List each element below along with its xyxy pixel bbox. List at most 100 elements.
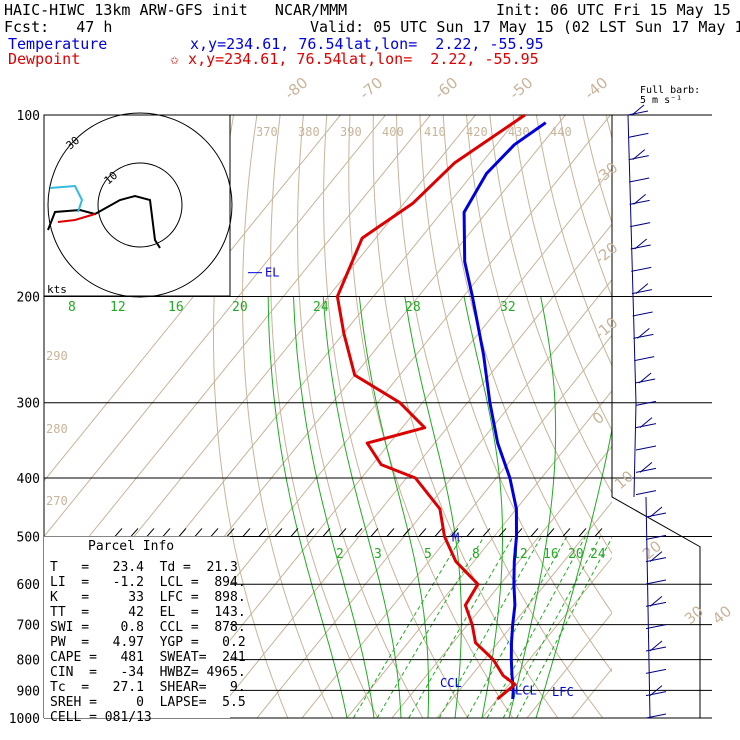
freezing-hatch xyxy=(578,528,587,537)
pressure-tick-label: 200 xyxy=(17,291,40,306)
freezing-hatch xyxy=(178,528,187,537)
dewpoint-trace xyxy=(335,113,526,701)
parcel-info-row: TT = 42 EL = 143. xyxy=(50,605,246,620)
hodograph-ring-30 xyxy=(47,112,233,298)
isotherm-label: 0 xyxy=(589,408,608,428)
freezing-hatch xyxy=(370,528,379,537)
parcel-info-row: PW = 4.97 YGP = 0.2 xyxy=(50,635,246,650)
theta-label: 270 xyxy=(46,494,68,508)
pressure-tick-label: 700 xyxy=(17,619,40,634)
isotherm-line xyxy=(346,390,612,718)
mixing-ratio-label: 2 xyxy=(336,547,344,562)
wind-barb xyxy=(645,691,667,697)
dry-adiabat xyxy=(723,115,740,718)
mixing-ratio-label: 12 xyxy=(110,300,126,315)
isotherm-line xyxy=(44,115,341,482)
wind-barb xyxy=(645,646,667,652)
mixing-ratio-label: 5 xyxy=(424,547,432,562)
wind-barb-flag xyxy=(638,372,652,384)
theta-label: 290 xyxy=(46,349,68,363)
wind-barb xyxy=(645,601,667,607)
freezing-hatch xyxy=(274,528,283,537)
dry-adiabat xyxy=(466,115,612,555)
isotherm-label: -70 xyxy=(356,74,386,104)
hodograph-ring-10 xyxy=(97,162,183,248)
parcel-info-box xyxy=(44,536,230,718)
freezing-hatch xyxy=(418,528,427,537)
freezing-hatch xyxy=(434,528,443,537)
barb-staff xyxy=(633,402,637,497)
wind-barb-flag xyxy=(634,238,647,250)
pressure-tick-label: 1000 xyxy=(9,712,40,727)
hodograph-trace-high xyxy=(49,184,84,213)
pressure-tick-label: 100 xyxy=(17,109,40,124)
parcel-info-row: LI = -1.2 LCL = 894. xyxy=(50,575,246,590)
wind-barb-flag xyxy=(649,595,663,607)
temperature-label: Temperature xyxy=(8,35,108,53)
wind-barb-flag xyxy=(637,327,650,339)
mixing-ratio-line xyxy=(352,536,463,718)
theta-label: 370 xyxy=(256,125,278,139)
pressure-tick-label: 500 xyxy=(17,530,40,545)
moist-adiabat xyxy=(404,296,462,718)
dewpoint-label: Dewpoint xyxy=(8,50,81,68)
wind-barb-flag xyxy=(649,506,663,518)
dry-adiabat xyxy=(630,115,740,718)
dry-adiabat xyxy=(372,115,559,718)
wind-barb-flag xyxy=(649,685,663,697)
freezing-hatch xyxy=(130,528,139,537)
wind-barb xyxy=(645,579,667,585)
dry-adiabat xyxy=(653,115,740,718)
dry-adiabat xyxy=(213,115,289,718)
wind-barb-flag xyxy=(639,417,653,429)
theta-label: 280 xyxy=(46,422,68,436)
freezing-hatch xyxy=(146,528,155,537)
mixing-ratio-line xyxy=(516,536,612,718)
freezing-hatch xyxy=(386,528,395,537)
hodograph-trace xyxy=(47,194,161,249)
isotherm-label: -60 xyxy=(431,74,461,104)
wind-barb xyxy=(645,557,667,563)
wind-barb xyxy=(631,266,652,272)
isotherm-label: -20 xyxy=(591,239,621,269)
isotherm-label: -50 xyxy=(506,74,536,104)
wind-barb xyxy=(635,423,657,429)
dry-adiabat xyxy=(442,115,612,614)
dewpoint-latlon: lat,lon= 2.22, -55.95 xyxy=(340,50,539,68)
wind-barb-flag xyxy=(639,461,653,473)
theta-label: 430 xyxy=(508,125,530,139)
moist-adiabat xyxy=(358,296,430,718)
isotherm-label: -80 xyxy=(281,74,311,104)
dry-adiabat xyxy=(489,115,612,494)
theta-label: 400 xyxy=(382,125,404,139)
isotherm-label: 20 xyxy=(639,537,665,563)
barb-staff xyxy=(627,114,637,403)
parcel-info-row: CAPE = 481 SWEAT= 241 xyxy=(50,650,246,665)
wind-barb-flag xyxy=(649,551,663,563)
mixing-ratio-label: 16 xyxy=(168,300,184,315)
freezing-hatch xyxy=(482,528,491,537)
isotherm-label: -30 xyxy=(591,159,621,189)
wind-barb xyxy=(629,199,650,205)
theta-label: 380 xyxy=(298,125,320,139)
hodograph-box xyxy=(43,114,231,297)
freezing-hatch xyxy=(114,528,123,537)
hodograph-trace-low xyxy=(57,213,96,223)
wind-barb xyxy=(635,378,656,384)
temperature-latlon: lat,lon= 2.22, -55.95 xyxy=(345,35,544,53)
wind-barb xyxy=(633,333,654,339)
wind-barb xyxy=(631,289,653,295)
theta-label: 420 xyxy=(466,125,488,139)
wind-barb xyxy=(645,512,667,518)
freezing-hatch xyxy=(306,528,315,537)
freezing-hatch xyxy=(530,528,539,537)
freezing-hatch xyxy=(338,528,347,537)
freezing-hatch xyxy=(546,528,555,537)
dry-adiabat xyxy=(676,115,740,718)
m-label: M xyxy=(452,530,459,544)
parcel-info-row: K = 33 LFC = 898. xyxy=(50,590,246,605)
parcel-info-row: CIN = -34 HWBZ= 4965. xyxy=(50,665,246,680)
wind-barb-flag xyxy=(633,193,646,205)
mixing-ratio-line xyxy=(486,536,586,718)
